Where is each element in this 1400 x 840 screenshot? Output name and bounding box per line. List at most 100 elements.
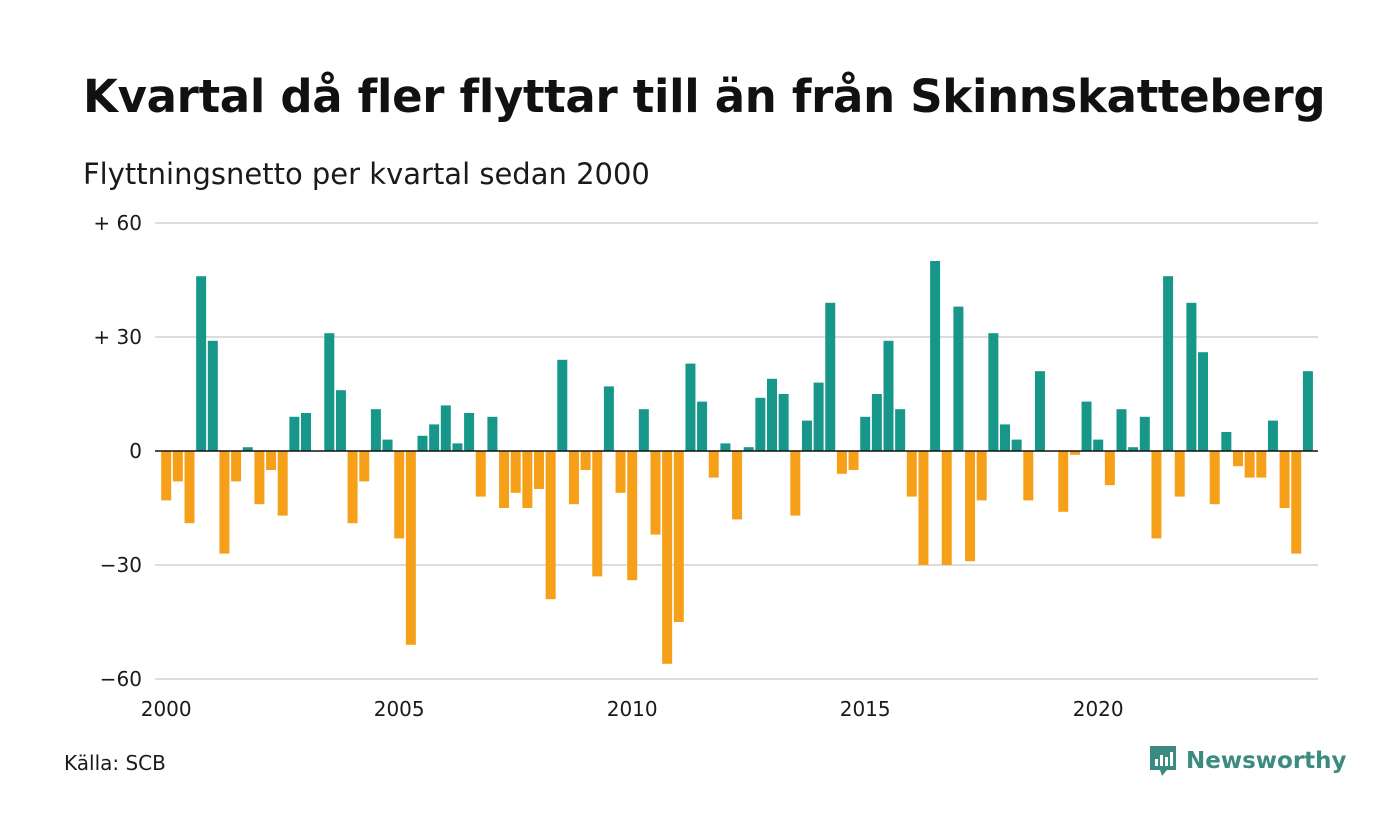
bar	[522, 451, 533, 508]
bar	[1163, 276, 1174, 451]
bar	[277, 451, 288, 516]
bar	[499, 451, 510, 508]
bar	[1058, 451, 1069, 512]
bar	[1174, 451, 1185, 497]
bar	[1104, 451, 1115, 486]
bar	[965, 451, 976, 562]
bar	[673, 451, 684, 622]
bar	[1221, 432, 1232, 451]
bar	[568, 451, 579, 505]
bar	[1209, 451, 1220, 505]
bar	[347, 451, 358, 524]
bar	[1093, 439, 1104, 451]
bar	[1139, 416, 1150, 451]
bar	[487, 416, 498, 451]
bar	[242, 447, 253, 451]
bar	[219, 451, 230, 554]
bar	[720, 443, 731, 451]
bar	[1256, 451, 1267, 478]
bar	[895, 409, 906, 451]
bar	[627, 451, 638, 581]
bar	[860, 416, 871, 451]
bar	[510, 451, 521, 493]
bar	[1186, 302, 1197, 451]
source-label: Källa: SCB	[64, 751, 166, 775]
x-tick-label: 2000	[141, 697, 192, 721]
bar	[953, 306, 964, 451]
bar	[603, 386, 614, 451]
bar	[557, 359, 568, 451]
bar	[231, 451, 242, 482]
bar	[1023, 451, 1034, 501]
bar	[941, 451, 952, 565]
bar	[825, 302, 836, 451]
bar	[1233, 451, 1243, 467]
bar	[871, 394, 882, 451]
bar	[883, 340, 894, 451]
bar	[778, 394, 789, 451]
bar	[301, 413, 311, 451]
bar	[1279, 451, 1290, 508]
bar	[417, 435, 428, 451]
bar	[1081, 401, 1092, 451]
x-tick-label: 2005	[374, 697, 425, 721]
bar	[1000, 424, 1010, 451]
bar	[254, 451, 265, 505]
bar	[207, 340, 218, 451]
y-tick-label: −30	[100, 553, 142, 577]
bar	[1034, 371, 1045, 451]
y-tick-label: + 30	[93, 325, 142, 349]
bar	[161, 451, 172, 501]
bar	[685, 363, 696, 451]
bar	[732, 451, 743, 520]
bar	[1011, 439, 1022, 451]
y-tick-label: −60	[100, 667, 142, 691]
y-tick-label: 0	[129, 439, 142, 463]
bar	[615, 451, 626, 493]
bar	[266, 451, 277, 470]
bar	[405, 451, 416, 645]
bar	[359, 451, 370, 482]
bar	[662, 451, 673, 664]
bar	[429, 424, 440, 451]
bar	[743, 447, 754, 451]
bar	[1069, 451, 1080, 455]
bar	[172, 451, 183, 482]
bar	[638, 409, 649, 451]
bar	[370, 409, 381, 451]
bar	[475, 451, 486, 497]
bar	[755, 397, 766, 451]
bar	[697, 401, 708, 451]
bar	[1116, 409, 1127, 451]
bar	[1267, 420, 1278, 451]
bar	[440, 405, 451, 451]
bar	[930, 261, 941, 451]
bar	[650, 451, 661, 535]
bar	[988, 333, 999, 451]
bar	[1151, 451, 1162, 539]
brand-name: Newsworthy	[1186, 748, 1347, 774]
bar	[184, 451, 195, 524]
bar	[1244, 451, 1255, 478]
bar	[545, 451, 556, 600]
bar	[534, 451, 544, 489]
bar	[1198, 352, 1209, 451]
brand-logo[interactable]: Newsworthy	[1148, 744, 1347, 778]
x-tick-label: 2010	[607, 697, 658, 721]
bar	[906, 451, 917, 497]
bar	[452, 443, 463, 451]
bar	[289, 416, 300, 451]
bar	[848, 451, 859, 470]
bar	[1128, 447, 1139, 451]
bar	[976, 451, 987, 501]
bar	[767, 378, 777, 451]
bar	[196, 276, 207, 451]
bar	[836, 451, 847, 474]
bar	[580, 451, 591, 470]
x-tick-label: 2020	[1073, 697, 1124, 721]
chart-subtitle: Flyttningsnetto per kvartal sedan 2000	[83, 157, 650, 191]
bar	[394, 451, 405, 539]
y-tick-label: + 60	[93, 211, 142, 235]
bar	[801, 420, 812, 451]
